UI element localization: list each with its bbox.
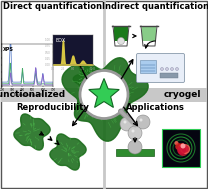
Circle shape: [120, 117, 134, 131]
Circle shape: [180, 144, 190, 154]
X-axis label: Binding Energy (eV): Binding Energy (eV): [14, 93, 41, 97]
Circle shape: [118, 37, 125, 44]
Text: XPS: XPS: [3, 47, 14, 52]
Circle shape: [131, 129, 135, 132]
Polygon shape: [73, 62, 103, 92]
Polygon shape: [14, 114, 50, 150]
Circle shape: [161, 67, 163, 70]
Circle shape: [175, 143, 182, 150]
Circle shape: [179, 143, 185, 149]
Circle shape: [181, 143, 186, 149]
Bar: [140, 60, 156, 73]
Bar: [162, 129, 200, 167]
Bar: [114, 27, 128, 41]
PathPatch shape: [89, 78, 119, 107]
Text: EDX: EDX: [55, 38, 65, 43]
Bar: [1, 88, 207, 101]
Polygon shape: [50, 134, 86, 170]
Circle shape: [140, 119, 142, 122]
Circle shape: [128, 126, 142, 140]
Circle shape: [176, 67, 178, 70]
Text: Indirect quantification: Indirect quantification: [102, 2, 208, 11]
Bar: [142, 27, 156, 41]
Circle shape: [175, 141, 178, 145]
Text: cryogel: cryogel: [163, 90, 201, 99]
Circle shape: [171, 67, 173, 70]
Circle shape: [178, 146, 188, 156]
Circle shape: [124, 121, 126, 123]
FancyBboxPatch shape: [136, 53, 184, 83]
Circle shape: [182, 145, 189, 153]
Text: Reproducibility: Reproducibility: [16, 102, 89, 112]
Bar: [116, 149, 154, 156]
Circle shape: [178, 144, 187, 153]
Polygon shape: [62, 58, 148, 141]
Circle shape: [177, 146, 186, 155]
Circle shape: [128, 140, 142, 154]
Polygon shape: [55, 46, 80, 66]
Text: Functionalized: Functionalized: [0, 90, 65, 99]
Text: Direct quantification: Direct quantification: [3, 2, 102, 11]
Circle shape: [80, 70, 128, 119]
Text: Applications: Applications: [126, 102, 185, 112]
Circle shape: [166, 67, 168, 70]
Bar: [160, 73, 178, 78]
Circle shape: [136, 115, 150, 129]
